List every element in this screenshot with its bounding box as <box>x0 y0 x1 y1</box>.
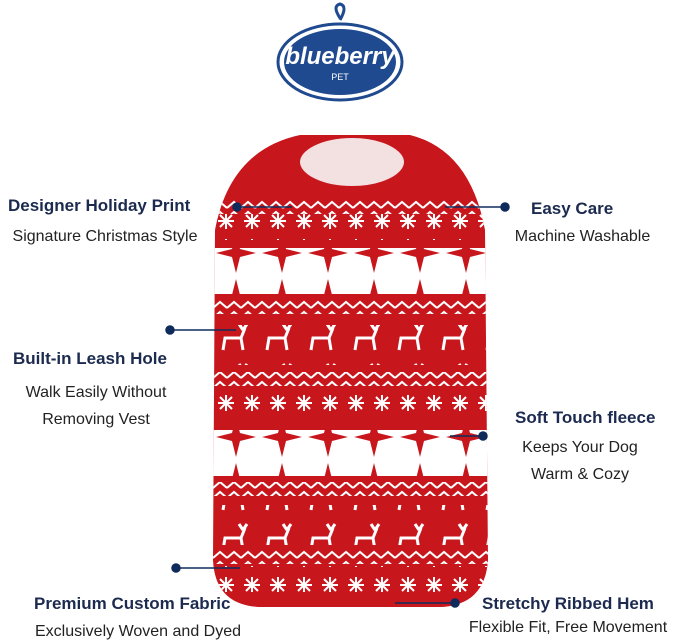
svg-text:PET: PET <box>331 72 349 82</box>
feature-desc: Warm & Cozy <box>530 466 630 483</box>
feature-desc: Walk Easily Without <box>25 384 167 401</box>
feature-desc: Keeps Your Dog <box>522 439 638 456</box>
feature-title: Built-in Leash Hole <box>13 349 167 368</box>
vest <box>213 135 488 607</box>
feature-desc: Flexible Fit, Free Movement <box>468 619 668 636</box>
callout-lines <box>165 202 510 608</box>
feature-desc: Signature Christmas Style <box>12 228 198 245</box>
feature-title: Easy Care <box>531 199 614 218</box>
logo: blueberry PET <box>276 2 404 102</box>
feature-desc: Exclusively Woven and Dyed <box>34 623 242 640</box>
feature-title: Designer Holiday Print <box>8 196 191 215</box>
feature-title: Premium Custom Fabric <box>34 594 231 613</box>
svg-text:blueberry: blueberry <box>285 43 396 70</box>
feature-desc: Removing Vest <box>42 411 150 428</box>
feature-title: Stretchy Ribbed Hem <box>482 594 654 613</box>
feature-desc: Machine Washable <box>514 228 651 245</box>
feature-title: Soft Touch fleece <box>515 408 656 427</box>
